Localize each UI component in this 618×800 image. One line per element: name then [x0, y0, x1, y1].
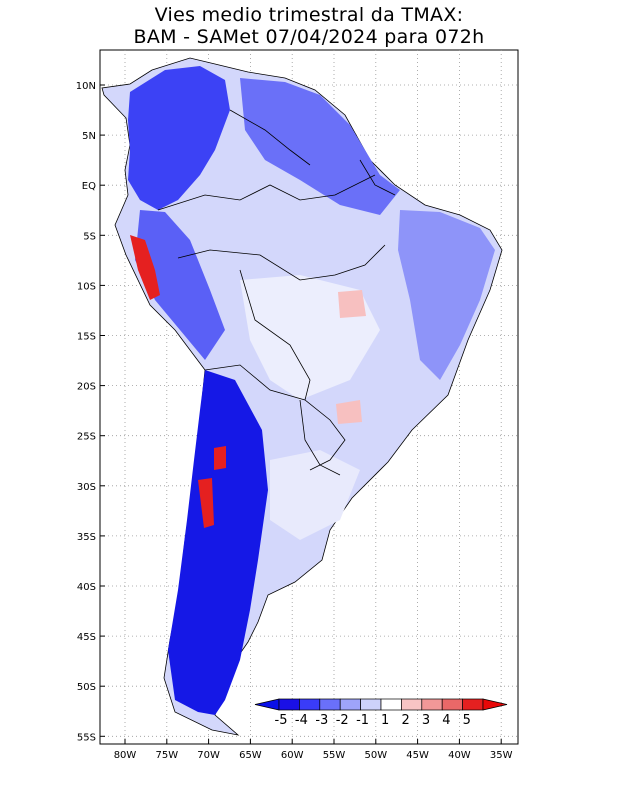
- lon-tick-label: 70W: [197, 750, 220, 761]
- colorbar-swatch: [360, 698, 382, 711]
- lat-tick-label: 25S: [77, 432, 96, 443]
- colorbar-label: 4: [442, 713, 450, 728]
- lon-tick-label: 60W: [281, 750, 304, 761]
- bias-area-southeast-positive: [336, 400, 362, 424]
- colorbar: -5 -4 -3 -2 -1 1 2 3 4 5: [254, 698, 508, 728]
- lat-tick-label: 35S: [77, 532, 96, 543]
- lon-tick-label: 75W: [155, 750, 178, 761]
- lat-tick-label: 40S: [77, 582, 96, 593]
- lat-tick-label: 55S: [77, 732, 96, 743]
- lon-tick-label: 50W: [364, 750, 387, 761]
- bias-area-peru-coast: [130, 235, 160, 300]
- colorbar-label: 1: [381, 713, 389, 728]
- lat-tick-label: 10S: [77, 281, 96, 292]
- bias-area-north: [240, 78, 400, 215]
- bias-area-south-light: [270, 450, 360, 540]
- colorbar-swatch: [339, 698, 361, 711]
- bias-area-andes-north: [135, 210, 225, 360]
- bias-area-central-positive: [338, 290, 366, 318]
- lat-tick-label: EQ: [82, 181, 96, 192]
- colorbar-label: 5: [463, 713, 471, 728]
- colorbar-label: -3: [315, 713, 328, 728]
- lat-tick-label: 45S: [77, 632, 96, 643]
- colorbar-label: -4: [295, 713, 308, 728]
- bias-area-andes-chile: [198, 478, 214, 528]
- bias-area-northwest: [128, 66, 230, 210]
- lon-tick-label: 65W: [239, 750, 262, 761]
- lat-tick-label: 5N: [82, 131, 96, 142]
- colorbar-swatch: [462, 698, 484, 711]
- colorbar-swatch: [401, 698, 423, 711]
- lon-tick-label: 40W: [448, 750, 471, 761]
- lon-tick-label: 45W: [406, 750, 429, 761]
- lat-tick-label: 5S: [83, 231, 96, 242]
- bias-area-andes-argentina: [214, 446, 226, 470]
- colorbar-swatch: [299, 698, 321, 711]
- colorbar-label: -1: [356, 713, 369, 728]
- south-america-landmass: [101, 57, 503, 736]
- colorbar-arrow-high: [482, 698, 508, 711]
- colorbar-swatch: [319, 698, 341, 711]
- colorbar-label: -5: [275, 713, 288, 728]
- colorbar-label: -2: [336, 713, 349, 728]
- lat-tick-label: 20S: [77, 382, 96, 393]
- colorbar-swatch: [441, 698, 463, 711]
- chart-title-line-2: BAM - SAMet 07/04/2024 para 072h: [133, 26, 485, 48]
- colorbar-swatch: [278, 698, 300, 711]
- lat-tick-label: 50S: [77, 682, 96, 693]
- lat-tick-label: 15S: [77, 332, 96, 343]
- lat-tick-label: 30S: [77, 482, 96, 493]
- bias-area-northeast: [398, 210, 495, 380]
- country-borders: [157, 109, 396, 476]
- latitude-labels: 10N 5N EQ 5S 10S 15S 20S 25S 30S 35S 40S 45S 50S 55S: [76, 81, 105, 743]
- colorbar-swatch: [380, 698, 402, 711]
- lon-tick-label: 35W: [490, 750, 513, 761]
- lon-tick-label: 55W: [323, 750, 346, 761]
- colorbar-label: 3: [422, 713, 430, 728]
- bias-area-patagonia: [168, 370, 268, 715]
- colorbar-label: 2: [401, 713, 409, 728]
- lat-tick-label: 10N: [76, 81, 96, 92]
- longitude-labels: 80W 75W 70W 65W 60W 55W 50W 45W 40W 35W: [114, 739, 513, 761]
- lon-tick-label: 80W: [114, 750, 137, 761]
- colorbar-swatch: [421, 698, 443, 711]
- chart-title-line-1: Vies medio trimestral da TMAX:: [154, 4, 464, 26]
